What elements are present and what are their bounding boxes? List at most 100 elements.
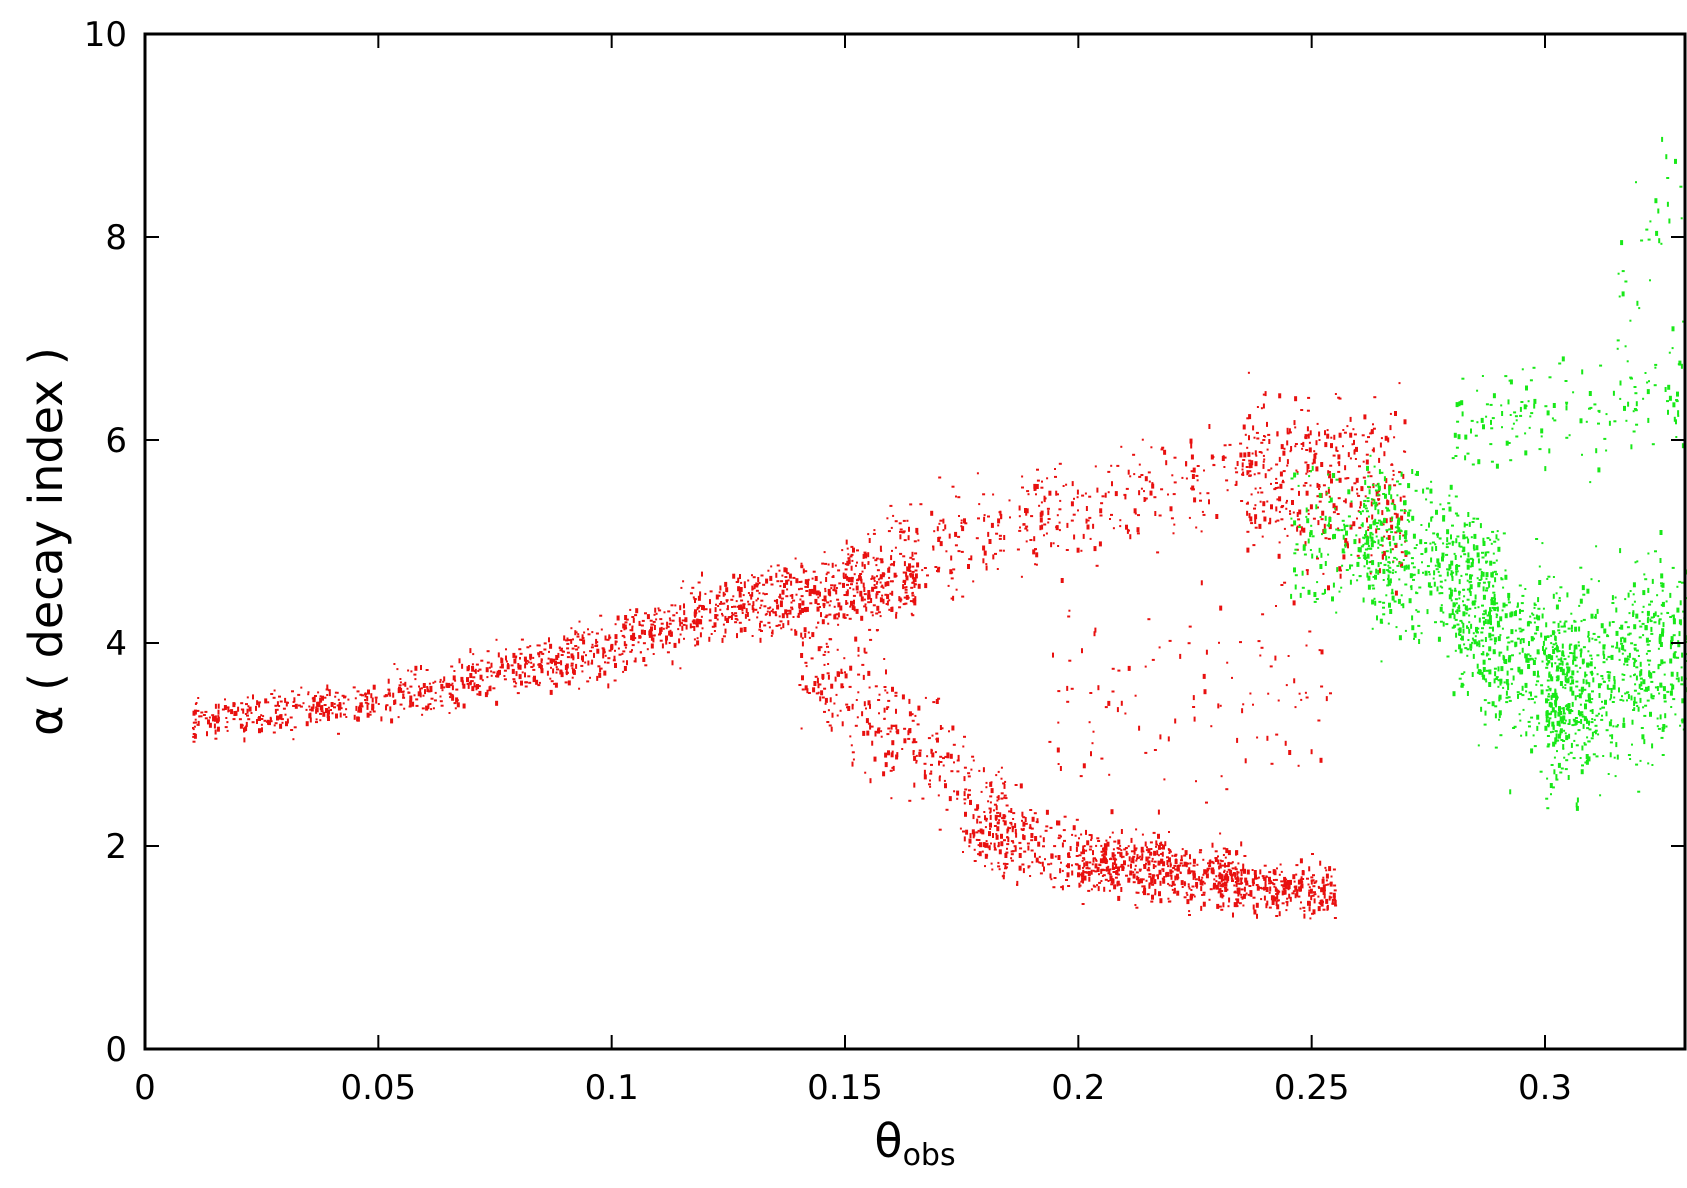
data-point bbox=[1411, 615, 1414, 621]
data-point bbox=[1581, 713, 1584, 716]
data-point bbox=[1658, 692, 1661, 695]
data-point bbox=[1448, 613, 1452, 619]
data-point bbox=[1366, 539, 1370, 545]
data-point bbox=[1157, 844, 1161, 850]
data-point bbox=[1319, 516, 1322, 518]
data-point bbox=[1564, 676, 1567, 681]
data-point bbox=[1252, 896, 1256, 899]
data-point bbox=[1027, 493, 1030, 496]
data-point bbox=[1231, 861, 1234, 864]
data-point bbox=[1388, 485, 1392, 491]
data-point bbox=[1293, 880, 1296, 883]
data-point bbox=[1357, 557, 1361, 559]
data-point bbox=[700, 615, 703, 618]
data-point bbox=[1524, 682, 1528, 688]
data-point bbox=[1478, 568, 1482, 571]
data-point bbox=[1227, 876, 1230, 882]
data-point bbox=[1176, 866, 1180, 872]
data-point bbox=[1268, 871, 1272, 874]
data-point bbox=[708, 636, 711, 642]
data-point bbox=[963, 735, 966, 738]
data-point bbox=[270, 693, 274, 695]
data-point bbox=[1309, 504, 1313, 510]
data-point bbox=[1308, 906, 1311, 912]
data-point bbox=[1318, 649, 1321, 652]
data-point bbox=[730, 598, 734, 601]
data-point bbox=[838, 582, 842, 585]
data-point bbox=[1451, 608, 1454, 614]
data-point bbox=[1486, 551, 1490, 554]
data-point bbox=[1590, 701, 1593, 704]
data-point bbox=[803, 627, 807, 633]
data-point bbox=[1513, 725, 1517, 728]
data-point bbox=[1386, 507, 1389, 510]
data-point bbox=[1021, 863, 1025, 866]
data-point bbox=[1492, 585, 1495, 588]
data-point bbox=[1288, 750, 1292, 755]
data-point bbox=[411, 701, 415, 707]
data-point bbox=[1390, 524, 1394, 530]
data-point bbox=[1189, 862, 1192, 865]
data-point bbox=[669, 629, 672, 635]
data-point bbox=[1208, 499, 1210, 505]
data-point bbox=[846, 614, 849, 616]
data-point bbox=[402, 693, 405, 696]
data-point bbox=[250, 712, 253, 714]
data-point bbox=[1334, 900, 1337, 906]
data-point bbox=[1157, 860, 1161, 866]
data-point bbox=[1455, 565, 1459, 570]
data-point bbox=[1501, 609, 1504, 612]
data-point bbox=[1000, 833, 1003, 839]
data-point bbox=[516, 692, 520, 695]
data-point bbox=[1306, 409, 1310, 412]
data-point bbox=[1227, 868, 1231, 871]
data-point bbox=[1658, 663, 1662, 666]
data-point bbox=[1425, 547, 1428, 553]
data-point bbox=[1057, 690, 1061, 693]
data-point bbox=[1389, 412, 1392, 415]
data-point bbox=[1067, 615, 1071, 618]
data-point bbox=[1586, 736, 1589, 739]
data-point bbox=[1082, 866, 1084, 869]
data-point bbox=[1608, 679, 1611, 682]
data-point bbox=[1439, 606, 1443, 612]
data-point bbox=[513, 685, 517, 688]
data-point bbox=[1365, 530, 1368, 536]
data-point bbox=[607, 683, 610, 689]
data-point bbox=[1343, 431, 1347, 434]
data-point bbox=[1242, 459, 1246, 461]
data-point bbox=[887, 530, 891, 533]
data-point bbox=[1365, 510, 1369, 513]
data-point bbox=[1181, 864, 1184, 867]
data-point bbox=[375, 698, 378, 704]
data-point bbox=[1494, 577, 1497, 583]
data-point bbox=[731, 613, 735, 616]
data-point bbox=[1289, 450, 1292, 453]
data-point bbox=[694, 598, 696, 603]
data-point bbox=[898, 596, 901, 602]
data-point bbox=[823, 595, 827, 598]
data-point bbox=[256, 700, 259, 706]
data-point bbox=[890, 724, 893, 730]
data-point bbox=[1236, 737, 1239, 743]
data-point bbox=[320, 710, 324, 713]
data-point bbox=[322, 711, 326, 717]
data-point bbox=[1225, 479, 1229, 482]
data-point bbox=[1223, 871, 1226, 873]
data-point bbox=[388, 689, 391, 692]
data-point bbox=[456, 702, 460, 708]
data-point bbox=[1282, 479, 1284, 482]
data-point bbox=[1232, 912, 1234, 918]
data-point bbox=[1382, 601, 1386, 604]
data-point bbox=[1305, 449, 1309, 451]
data-point bbox=[965, 829, 969, 835]
data-point bbox=[413, 694, 416, 697]
data-point bbox=[833, 614, 837, 620]
data-point bbox=[886, 706, 890, 709]
data-point bbox=[1539, 770, 1543, 773]
data-point bbox=[1151, 658, 1155, 661]
data-point bbox=[817, 691, 820, 694]
data-point bbox=[578, 687, 581, 690]
data-point bbox=[1070, 519, 1074, 522]
data-point bbox=[1501, 627, 1504, 630]
